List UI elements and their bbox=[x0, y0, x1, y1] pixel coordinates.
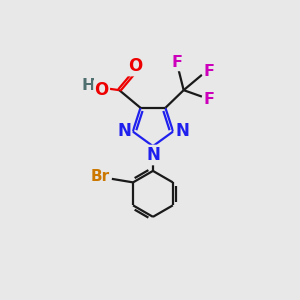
Text: Br: Br bbox=[91, 169, 110, 184]
Text: F: F bbox=[204, 64, 215, 80]
Text: N: N bbox=[117, 122, 131, 140]
Text: O: O bbox=[128, 57, 142, 75]
Text: H: H bbox=[81, 78, 95, 93]
Text: N: N bbox=[175, 122, 189, 140]
Text: O: O bbox=[94, 81, 109, 99]
Text: N: N bbox=[146, 146, 160, 164]
Text: F: F bbox=[172, 55, 183, 70]
Text: F: F bbox=[204, 92, 215, 107]
